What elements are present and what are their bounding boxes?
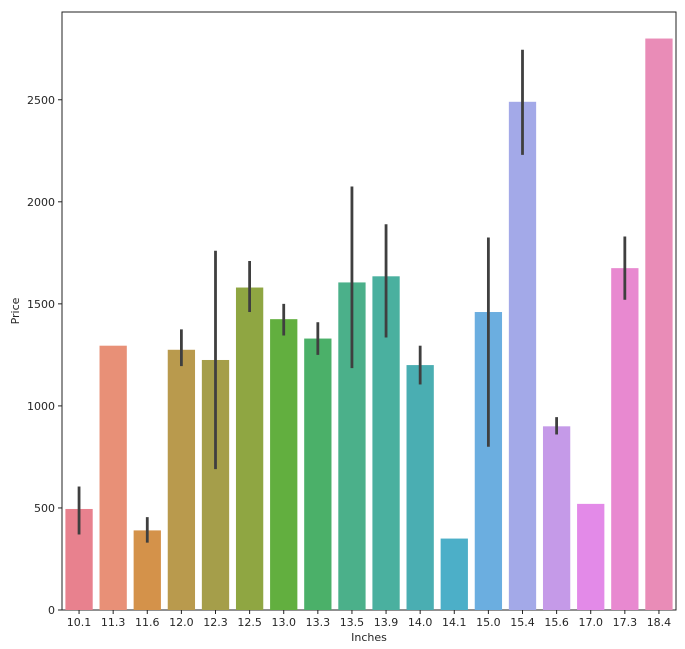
- x-tick-label: 17.0: [578, 616, 603, 629]
- error-bars-layer: [77, 49, 627, 543]
- x-tick-label: 12.3: [203, 616, 228, 629]
- bar-13-0: [270, 319, 298, 610]
- y-tick-label: 1500: [27, 298, 55, 311]
- bar-15-4: [508, 101, 537, 610]
- x-tick-label: 17.3: [613, 616, 638, 629]
- x-tick-label: 12.5: [237, 616, 262, 629]
- y-tick-label: 0: [48, 604, 55, 617]
- x-tick-label: 13.5: [340, 616, 365, 629]
- bars-layer: [65, 38, 673, 611]
- x-axis: 10.1 11.3 11.6 12.0 12.3 12.5 13.0 13.3 13.5 13.9…: [67, 610, 671, 629]
- x-tick-label: 13.9: [374, 616, 399, 629]
- bar-11-3: [99, 345, 127, 610]
- y-axis: 0 500 1000 1500 2000 2500: [27, 94, 62, 617]
- x-tick-label: 15.0: [476, 616, 501, 629]
- x-tick-label: 13.3: [306, 616, 331, 629]
- bar-11-6: [133, 530, 161, 610]
- y-tick-label: 2500: [27, 94, 55, 107]
- bar-13-3: [304, 338, 332, 610]
- bar-14-0: [406, 365, 434, 610]
- x-tick-label: 10.1: [67, 616, 92, 629]
- bar-17-0: [577, 503, 605, 610]
- x-tick-label: 18.4: [647, 616, 672, 629]
- bar-15-6: [542, 426, 571, 610]
- x-axis-label: Inches: [351, 631, 387, 644]
- y-tick-label: 500: [34, 502, 55, 515]
- x-tick-label: 11.6: [135, 616, 160, 629]
- y-tick-label: 1000: [27, 400, 55, 413]
- x-tick-label: 15.4: [510, 616, 535, 629]
- x-tick-label: 15.6: [544, 616, 569, 629]
- plot-frame: [61, 11, 677, 611]
- y-tick-label: 2000: [27, 196, 55, 209]
- bar-12-5: [235, 287, 264, 610]
- y-axis-label: Price: [9, 297, 22, 324]
- x-tick-label: 14.0: [408, 616, 433, 629]
- x-tick-label: 12.0: [169, 616, 194, 629]
- x-tick-label: 11.3: [101, 616, 126, 629]
- bar-12-0: [167, 349, 196, 610]
- bar-18-4: [645, 38, 673, 611]
- bar-14-1: [440, 538, 468, 610]
- x-tick-label: 13.0: [271, 616, 296, 629]
- x-tick-label: 14.1: [442, 616, 467, 629]
- bar-17-3: [611, 268, 639, 610]
